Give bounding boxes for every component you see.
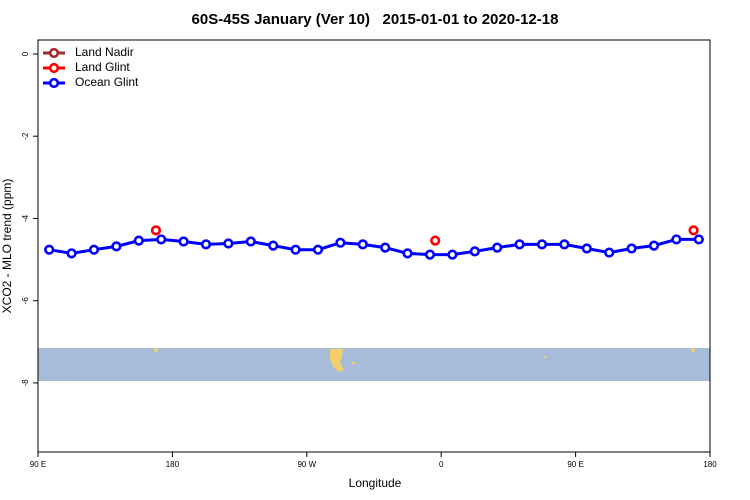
data-point	[312, 244, 324, 255]
data-point	[671, 234, 682, 245]
data-point	[447, 249, 458, 260]
data-point	[693, 234, 704, 245]
data-point	[469, 246, 480, 257]
x-tick-label: 90 W	[297, 460, 316, 469]
land-shape	[543, 356, 547, 358]
series-line	[48, 237, 699, 257]
legend-label: Land Nadir	[75, 45, 134, 59]
x-tick-label: 90 E	[30, 460, 46, 469]
data-point	[514, 239, 525, 250]
land-shape	[691, 348, 695, 352]
data-point	[290, 244, 301, 255]
data-point	[245, 236, 256, 247]
x-tick-label: 180	[166, 460, 180, 469]
data-point	[604, 247, 615, 258]
land-shape	[154, 348, 158, 352]
data-point	[430, 235, 441, 246]
data-point	[581, 243, 592, 254]
data-point	[688, 225, 699, 236]
data-point	[626, 243, 637, 254]
data-point	[492, 242, 503, 253]
legend-marker	[48, 77, 60, 89]
data-point	[268, 240, 279, 251]
land-shape	[330, 349, 344, 372]
y-tick-label: -6	[21, 297, 30, 305]
data-point	[133, 235, 144, 246]
data-point	[44, 244, 55, 255]
x-axis-label: Longitude	[349, 476, 402, 490]
y-tick-label: -4	[21, 214, 30, 222]
legend-label: Land Glint	[75, 60, 130, 74]
ocean-band	[38, 348, 710, 381]
y-axis-label: XCO2 - MLO trend (ppm)	[0, 179, 14, 314]
x-tick-label: 0	[439, 460, 444, 469]
data-point	[402, 248, 413, 259]
data-point	[648, 240, 660, 251]
data-point	[536, 239, 548, 250]
legend-marker	[48, 62, 60, 74]
data-point	[150, 225, 162, 236]
data-point	[66, 248, 77, 259]
data-point	[223, 238, 234, 249]
data-point	[200, 239, 212, 250]
data-point	[111, 241, 122, 252]
data-point	[88, 244, 100, 255]
x-tick-label: 180	[703, 460, 717, 469]
x-tick-label: 90 E	[567, 460, 583, 469]
data-point	[156, 234, 167, 245]
data-point	[335, 237, 346, 248]
chart-title: 60S-45S January (Ver 10) 2015-01-01 to 2…	[192, 11, 559, 28]
legend-label: Ocean Glint	[75, 75, 139, 89]
legend-marker	[48, 47, 60, 59]
data-point	[424, 249, 436, 260]
map-band	[38, 348, 710, 381]
y-tick-label: -2	[21, 132, 30, 140]
data-point	[178, 236, 189, 247]
plot-frame	[37, 39, 711, 453]
y-tick-label: -8	[21, 379, 30, 387]
y-tick-label: 0	[21, 51, 30, 56]
data-point	[380, 242, 391, 253]
land-shape	[351, 362, 355, 364]
data-point	[559, 239, 570, 250]
data-point	[357, 239, 368, 250]
